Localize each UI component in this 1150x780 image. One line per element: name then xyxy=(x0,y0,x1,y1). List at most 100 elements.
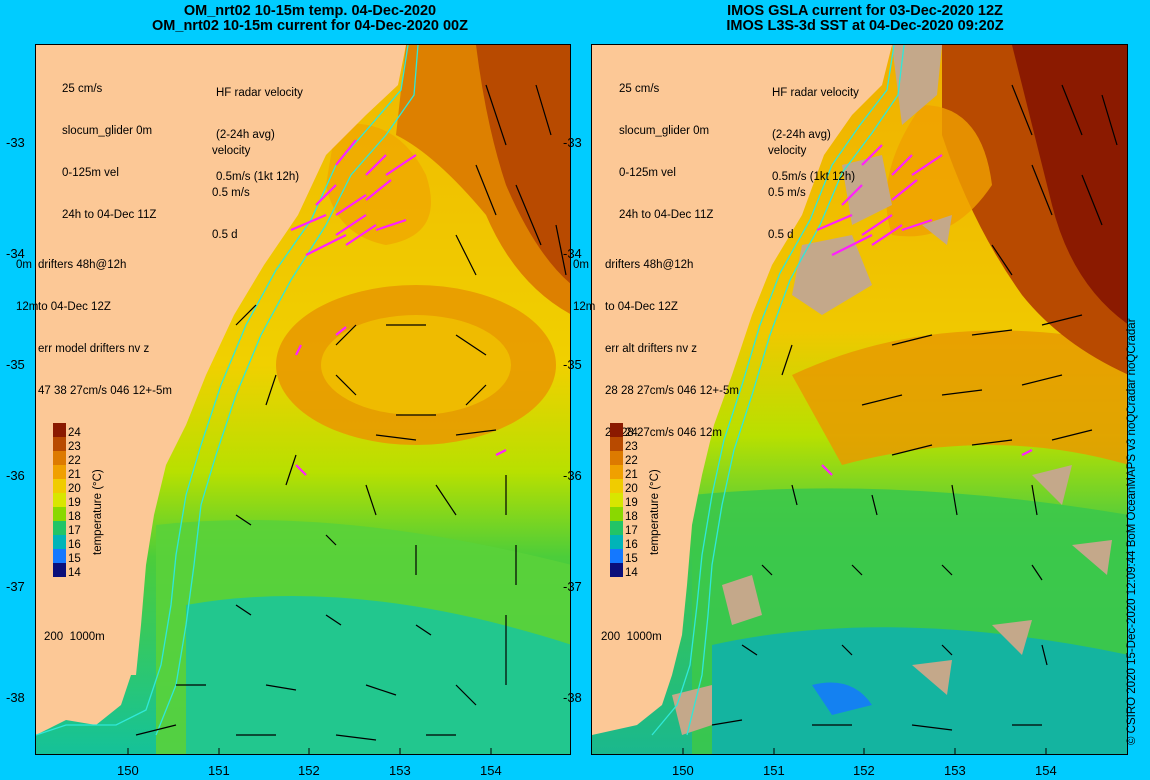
cb-tick: 20 xyxy=(68,483,81,495)
right-drifter-depth: 0m 12m xyxy=(573,230,595,328)
legend-vel: 0-125m vel xyxy=(619,167,676,179)
drifters-stats: 47 38 27cm/s 046 12+-5m xyxy=(38,385,172,397)
right-colorbar-ticks: 24 23 22 21 20 19 18 17 16 15 14 xyxy=(625,426,638,580)
cb-tick: 21 xyxy=(625,469,638,481)
right-drifters: drifters 48h@12h to 04-Dec 12Z err alt d… xyxy=(605,230,739,454)
lat-tick: -34 xyxy=(563,246,582,261)
left-title-line1: OM_nrt02 10-15m temp. 04-Dec-2020 xyxy=(183,3,437,19)
lon-tick: 153 xyxy=(389,763,411,778)
lon-tick: 151 xyxy=(208,763,230,778)
cb-tick: 14 xyxy=(68,567,81,579)
cb-tick: 24 xyxy=(68,427,81,439)
lon-tick: 154 xyxy=(480,763,502,778)
depth-0m: 0m xyxy=(16,259,32,271)
cb-tick: 18 xyxy=(625,511,638,523)
drifters-time: to 04-Dec 12Z xyxy=(605,301,678,313)
drifters-stats: 28 28 27cm/s 046 12+-5m xyxy=(605,385,739,397)
hf-radar-avg: (2-24h avg) xyxy=(772,129,831,141)
lat-tick: -37 xyxy=(563,579,582,594)
lat-tick: -37 xyxy=(6,579,25,594)
cb-tick: 16 xyxy=(68,539,81,551)
left-colorbar-ticks: 24 23 22 21 20 19 18 17 16 15 14 xyxy=(68,426,81,580)
lat-tick: -35 xyxy=(563,357,582,372)
cb-tick: 14 xyxy=(625,567,638,579)
cb-tick: 22 xyxy=(68,455,81,467)
legend-time: 24h to 04-Dec 11Z xyxy=(62,209,157,221)
left-colorbar xyxy=(53,423,66,577)
cb-tick: 16 xyxy=(625,539,638,551)
left-isobath-key: 200 1000m xyxy=(44,631,105,643)
left-colorbar-label: temperature (°C) xyxy=(92,469,104,555)
cb-tick: 17 xyxy=(68,525,81,537)
legend-vel: 0-125m vel xyxy=(62,167,119,179)
lat-tick: -36 xyxy=(563,468,582,483)
velocity-speed: 0.5 m/s xyxy=(768,187,806,199)
drifters-title: drifters 48h@12h xyxy=(605,259,694,271)
cb-tick: 20 xyxy=(625,483,638,495)
legend-glider: slocum_glider 0m xyxy=(619,125,710,137)
hf-radar-scale: 0.5m/s (1kt 12h) xyxy=(772,171,856,183)
right-hf-radar: HF radar velocity (2-24h avg) 0.5m/s (1k… xyxy=(772,58,859,198)
left-hf-radar: HF radar velocity (2-24h avg) 0.5m/s (1k… xyxy=(216,58,303,198)
left-drifter-depth: 0m 12m xyxy=(16,230,38,328)
lon-tick: 150 xyxy=(117,763,139,778)
velocity-days: 0.5 d xyxy=(768,229,794,241)
left-legend: 25 cm/s slocum_glider 0m 0-125m vel 24h … xyxy=(62,54,156,236)
hf-radar-scale: 0.5m/s (1kt 12h) xyxy=(216,171,300,183)
right-title: IMOS GSLA current for 03-Dec-2020 12Z IM… xyxy=(635,4,1095,34)
lat-tick: -33 xyxy=(6,135,25,150)
legend-time: 24h to 04-Dec 11Z xyxy=(619,209,714,221)
legend-scale: 25 cm/s xyxy=(62,83,103,95)
right-legend: 25 cm/s slocum_glider 0m 0-125m vel 24h … xyxy=(619,54,713,236)
lat-tick: -33 xyxy=(563,135,582,150)
left-map xyxy=(35,44,571,755)
velocity-label: velocity xyxy=(212,145,251,157)
cb-tick: 19 xyxy=(68,497,81,509)
cb-tick: 17 xyxy=(625,525,638,537)
cb-tick: 15 xyxy=(625,553,638,565)
lat-tick: -36 xyxy=(6,468,25,483)
left-title-line2: OM_nrt02 10-15m current for 04-Dec-2020 … xyxy=(152,18,468,34)
credit-text: © CSIRO 2020 15-Dec-2020 12:09:44 BoM Oc… xyxy=(1126,318,1138,745)
lon-tick: 153 xyxy=(944,763,966,778)
drifters-title: drifters 48h@12h xyxy=(38,259,127,271)
right-title-line1: IMOS GSLA current for 03-Dec-2020 12Z xyxy=(727,3,1003,19)
cb-tick: 18 xyxy=(68,511,81,523)
lon-tick: 154 xyxy=(1035,763,1057,778)
velocity-days: 0.5 d xyxy=(212,229,238,241)
velocity-speed: 0.5 m/s xyxy=(212,187,250,199)
right-map xyxy=(591,44,1128,755)
depth-0m: 0m xyxy=(573,259,589,271)
right-velocity-key: velocity 0.5 m/s 0.5 d xyxy=(768,116,806,256)
cb-tick: 23 xyxy=(625,441,638,453)
drifters-err: err model drifters nv z xyxy=(38,343,150,355)
lat-tick: -38 xyxy=(563,690,582,705)
lat-tick: -35 xyxy=(6,357,25,372)
lon-tick: 152 xyxy=(298,763,320,778)
hf-radar-avg: (2-24h avg) xyxy=(216,129,275,141)
cb-tick: 22 xyxy=(625,455,638,467)
drifters-time: to 04-Dec 12Z xyxy=(38,301,111,313)
cb-tick: 24 xyxy=(625,427,638,439)
right-isobath-key: 200 1000m xyxy=(601,631,662,643)
left-velocity-key: velocity 0.5 m/s 0.5 d xyxy=(212,116,250,256)
lon-tick: 152 xyxy=(853,763,875,778)
lon-tick: 150 xyxy=(672,763,694,778)
cb-tick: 23 xyxy=(68,441,81,453)
legend-scale: 25 cm/s xyxy=(619,83,660,95)
cb-tick: 15 xyxy=(68,553,81,565)
lon-tick: 151 xyxy=(763,763,785,778)
drifters-stats2: 28 28 27cm/s 046 12m xyxy=(605,427,722,439)
right-colorbar-label: temperature (°C) xyxy=(649,469,661,555)
left-title: OM_nrt02 10-15m temp. 04-Dec-2020 OM_nrt… xyxy=(80,4,540,34)
hf-radar-title: HF radar velocity xyxy=(216,87,303,99)
cb-tick: 21 xyxy=(68,469,81,481)
left-drifters: drifters 48h@12h to 04-Dec 12Z err model… xyxy=(38,230,172,412)
depth-12m: 12m xyxy=(573,301,596,313)
right-colorbar xyxy=(610,423,623,577)
legend-glider: slocum_glider 0m xyxy=(62,125,153,137)
drifters-err: err alt drifters nv z xyxy=(605,343,698,355)
depth-12m: 12m xyxy=(16,301,39,313)
cb-tick: 19 xyxy=(625,497,638,509)
lat-tick: -38 xyxy=(6,690,25,705)
